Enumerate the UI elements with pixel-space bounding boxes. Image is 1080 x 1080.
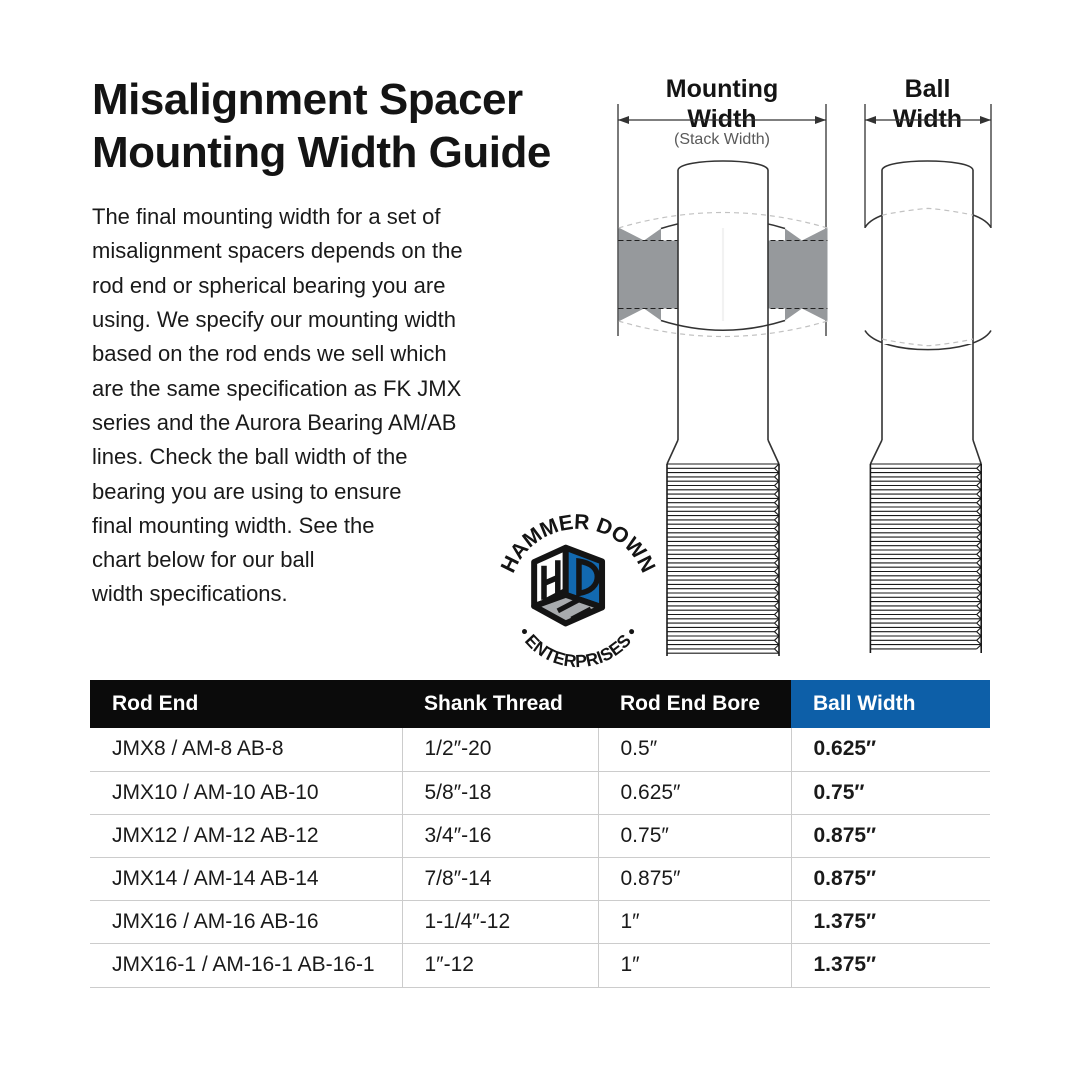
svg-text:• ENTERPRISES •: • ENTERPRISES •	[515, 624, 642, 672]
